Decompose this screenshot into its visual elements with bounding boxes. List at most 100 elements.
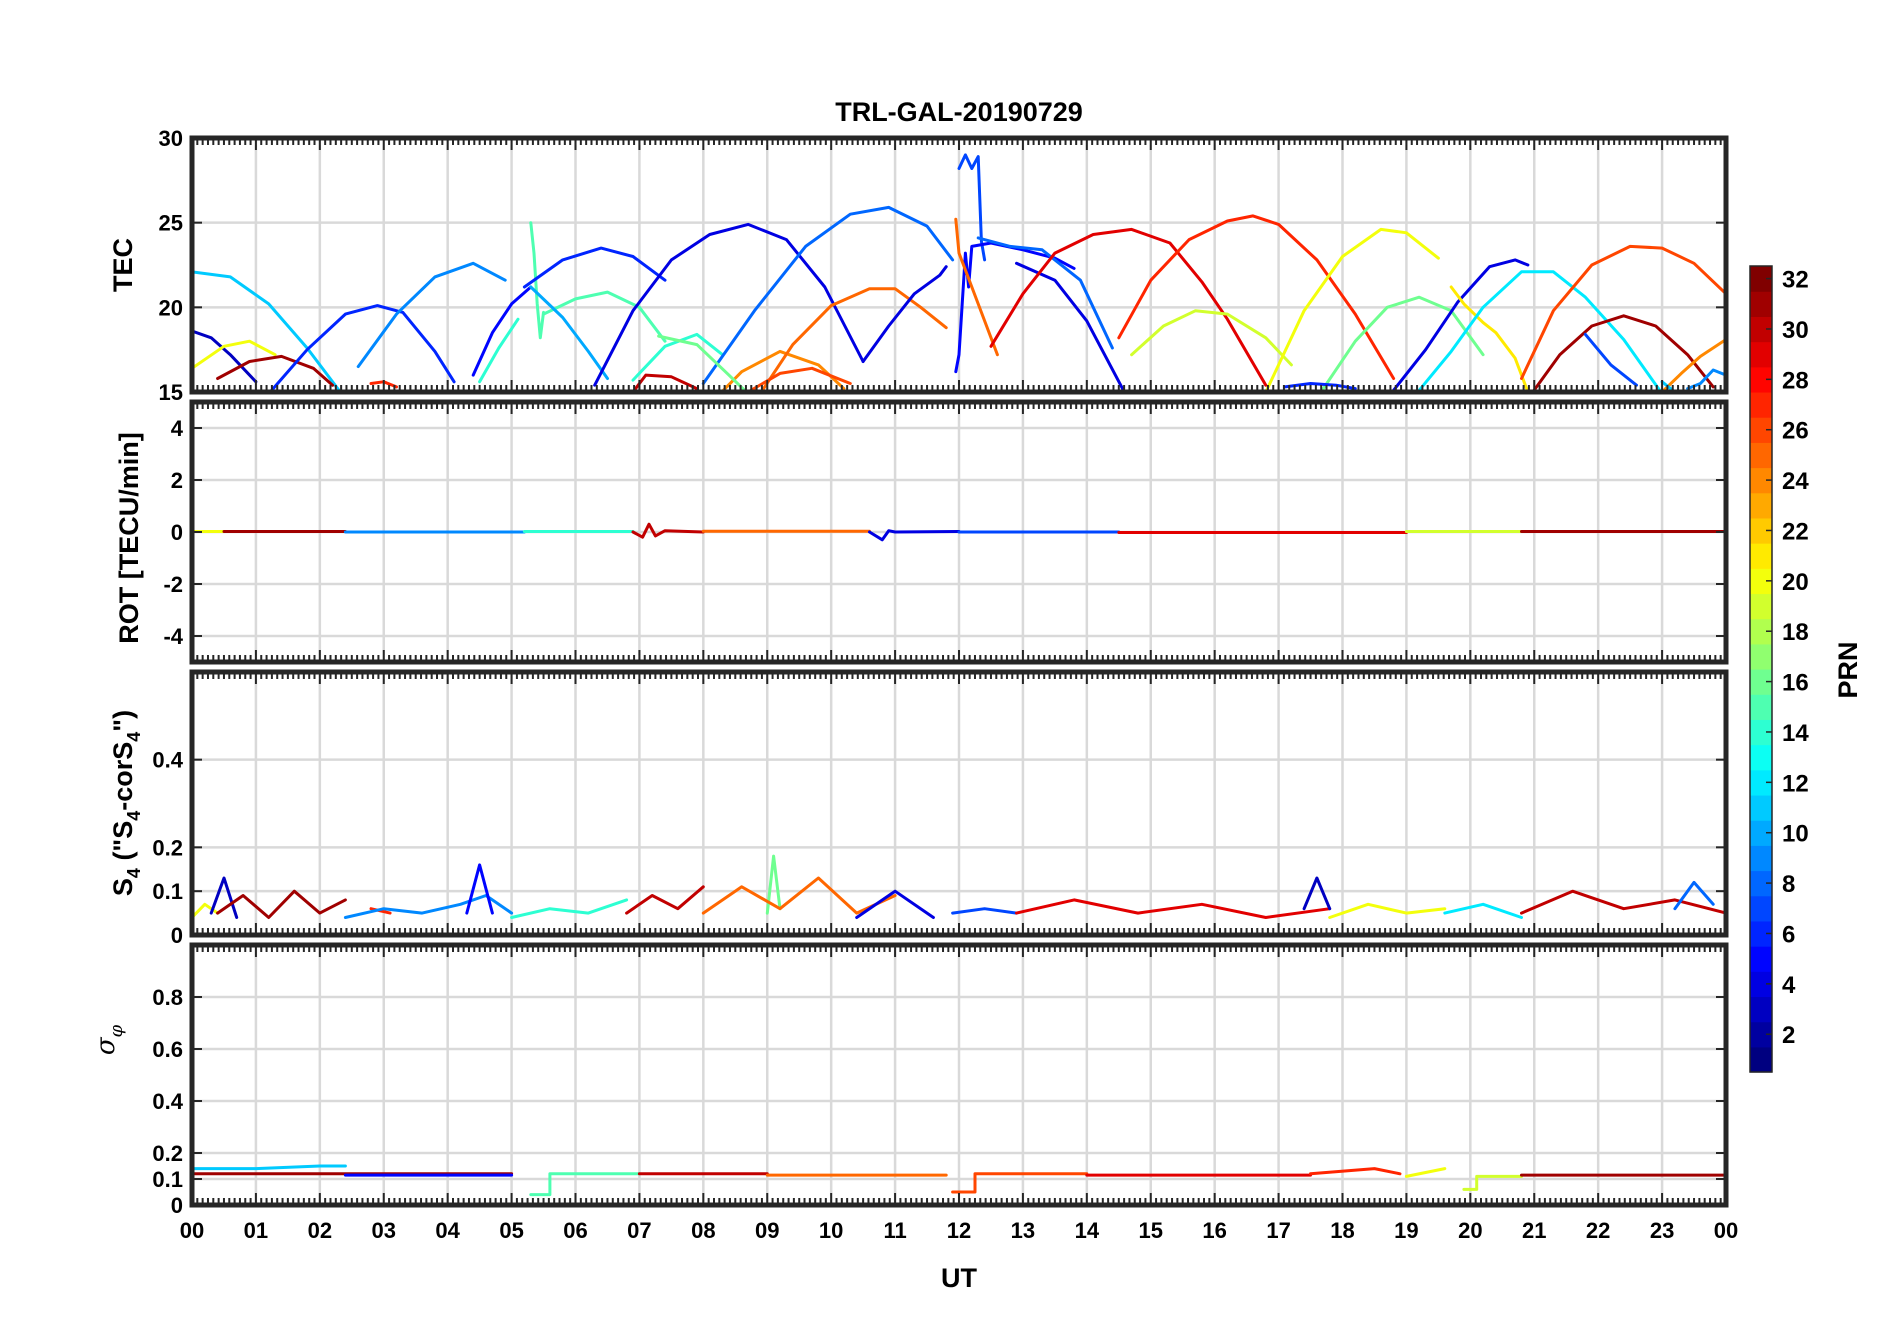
series-prn-4	[861, 265, 948, 363]
ytick-label: -2	[163, 572, 183, 597]
colorbar-tick-label: 18	[1782, 619, 1809, 646]
series-prn-5	[954, 241, 1076, 374]
colorbar-segment	[1750, 417, 1772, 443]
series-prn-4	[1392, 258, 1530, 392]
colorbar-tick-label: 8	[1782, 871, 1795, 898]
series-prn-8	[1673, 880, 1715, 911]
colorbar-label: PRN	[1833, 641, 1863, 698]
series-prn-30	[1520, 889, 1726, 915]
series-prn-30	[625, 885, 705, 915]
series-prn-19	[1130, 309, 1293, 367]
colorbar-segment	[1750, 870, 1772, 897]
series-prn-5	[465, 863, 494, 915]
xtick-label: 17	[1266, 1218, 1290, 1243]
s4-ylabel: S4 ("S4-corS4")	[108, 710, 144, 896]
colorbar-tick-label: 16	[1782, 670, 1809, 697]
xtick-label: 07	[627, 1218, 651, 1243]
series-prn-25	[954, 217, 999, 357]
xtick-label: 10	[819, 1218, 843, 1243]
colorbar-segment	[1750, 996, 1772, 1023]
colorbar-segment	[1750, 467, 1772, 494]
series-prn-31	[216, 889, 347, 919]
xtick-label: 03	[372, 1218, 396, 1243]
series-prn-21	[1449, 285, 1530, 392]
series-prn-8	[701, 205, 955, 385]
ytick-label: -4	[163, 624, 183, 649]
colorbar-segment	[1750, 694, 1772, 720]
xtick-label: 04	[435, 1218, 460, 1243]
series-prn-26	[951, 1172, 1089, 1194]
sigma-phi-panel: 00.10.2 0.4 0.6 0.8 00 01 02 03 04 05 06 07 08 09 10 11…	[152, 942, 1738, 1243]
tec-panel: 15 20 25 30	[159, 126, 1729, 405]
ytick-label: 25	[159, 211, 183, 236]
xtick-label: 01	[244, 1218, 268, 1243]
series-prn-25	[701, 876, 897, 915]
colorbar-tick-label: 30	[1782, 317, 1809, 344]
tec-ylabel: TEC	[108, 238, 138, 292]
series-prn-5	[471, 285, 533, 377]
colorbar-segment	[1750, 568, 1772, 595]
figure-title: TRL-GAL-20190729	[835, 97, 1083, 127]
series-prn-4	[1015, 261, 1126, 392]
series-prn-15	[529, 1172, 641, 1197]
series-prn-25	[759, 287, 948, 392]
minor-ticks	[191, 137, 1727, 393]
xtick-label: 19	[1394, 1218, 1418, 1243]
series-prn-20	[192, 339, 277, 370]
minor-ticks	[191, 672, 1727, 936]
colorbar-segment	[1750, 769, 1772, 796]
ytick-label: 0.6	[152, 1037, 183, 1062]
ytick-label: 0.2	[152, 835, 183, 860]
colorbar-segment	[1750, 291, 1772, 317]
colorbar-frame	[1749, 265, 1773, 1073]
colorbar-tick-label: 28	[1782, 367, 1809, 394]
xtick-label: 02	[308, 1218, 332, 1243]
series-prn-9	[343, 894, 514, 919]
colorbar-segment	[1750, 517, 1772, 544]
minor-ticks	[191, 945, 1727, 1206]
xtick-label: 20	[1458, 1218, 1482, 1243]
ytick-label: 0	[171, 923, 183, 948]
colorbar-segment	[1750, 341, 1772, 368]
series-prn-24	[1660, 338, 1726, 392]
xtick-label: 12	[947, 1218, 971, 1243]
ytick-label: 4	[171, 416, 184, 441]
colorbar-segment	[1750, 920, 1772, 947]
xtick-label: 18	[1330, 1218, 1354, 1243]
series-prn-31	[1530, 314, 1715, 392]
series-prn-29	[1015, 898, 1332, 919]
ytick-label: 20	[159, 295, 183, 320]
s4-panel: 0 0.1 0.2 0.4	[152, 669, 1729, 948]
series-prn-19	[1462, 1174, 1523, 1191]
colorbar-segment	[1750, 618, 1772, 645]
xtick-label: 08	[691, 1218, 715, 1243]
series-prn-7	[1583, 332, 1638, 387]
colorbar-segment	[1750, 442, 1772, 469]
series-prn-27	[1117, 214, 1396, 380]
colorbar-segment	[1750, 316, 1772, 343]
series-prn-4	[868, 529, 961, 542]
colorbar-segment	[1750, 593, 1772, 620]
series-prn-20	[1328, 902, 1447, 919]
colorbar-segment	[1750, 669, 1772, 695]
colorbar-tick-label: 32	[1782, 267, 1809, 294]
xtick-label: 13	[1011, 1218, 1035, 1243]
colorbar-segment	[1750, 266, 1772, 292]
colorbar-tick-label: 2	[1782, 1022, 1795, 1049]
xtick-label: 22	[1586, 1218, 1610, 1243]
colorbar-tick-label: 20	[1782, 569, 1809, 596]
sigma-phi-ylabel: σφ	[91, 1024, 127, 1055]
grid	[192, 945, 1726, 1205]
series-prn-6	[1283, 382, 1357, 391]
xtick-label: 00	[180, 1218, 204, 1243]
series-prn-27	[1309, 1167, 1402, 1176]
series-prn-11	[192, 1164, 347, 1171]
xtick-label: 21	[1522, 1218, 1546, 1243]
xtick-label: 06	[563, 1218, 587, 1243]
series-prn-11	[192, 270, 343, 392]
colorbar-tick-label: 26	[1782, 418, 1809, 445]
series-prn-14	[510, 898, 629, 919]
series-prn-31	[216, 354, 335, 387]
colorbar-tick-label: 14	[1782, 720, 1809, 747]
rot-ylabel: ROT [TECU/min]	[114, 432, 144, 643]
